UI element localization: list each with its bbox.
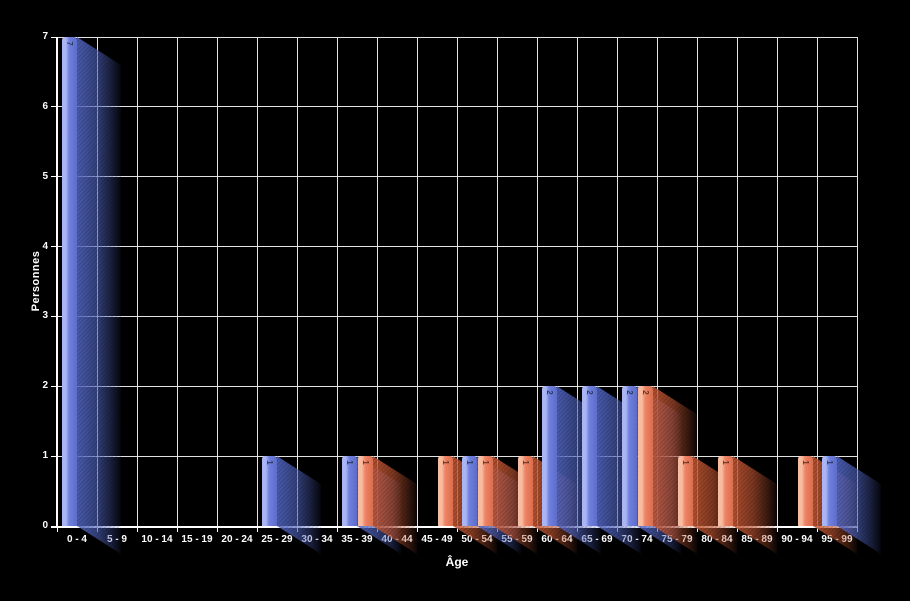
bar-value-label: 2	[545, 390, 554, 395]
x-axis-tick	[216, 527, 218, 532]
x-axis-tick	[456, 527, 458, 532]
bar-blue: 2	[582, 386, 597, 526]
y-axis-tick	[51, 455, 56, 457]
bar-orange: 1	[478, 456, 493, 526]
x-tick-label: 25 - 29	[261, 534, 293, 545]
bar-value-label: 2	[641, 390, 650, 395]
y-axis-tick	[51, 315, 56, 317]
y-axis-title: Personnes	[30, 250, 42, 312]
gridline-vertical	[416, 37, 418, 526]
x-axis-tick	[416, 527, 418, 532]
bar-value-label: 2	[625, 390, 634, 395]
y-tick-label: 7	[42, 31, 48, 42]
y-tick-label: 0	[42, 520, 48, 531]
bar-blue: 1	[462, 456, 477, 526]
bar-blue: 1	[262, 456, 277, 526]
bar-orange: 1	[358, 456, 373, 526]
bar-blue: 7	[62, 37, 77, 526]
gridline-vertical	[136, 37, 138, 526]
x-axis-tick	[136, 527, 138, 532]
x-tick-label: 20 - 24	[221, 534, 253, 545]
x-axis-title: Âge	[445, 555, 469, 569]
bar-orange: 1	[438, 456, 453, 526]
bar-value-label: 1	[681, 460, 690, 465]
bar-value-label: 1	[825, 460, 834, 465]
bar-value-label: 1	[465, 460, 474, 465]
gridline-vertical	[336, 37, 338, 526]
y-axis-tick	[51, 36, 56, 38]
x-axis-line	[51, 526, 858, 528]
y-axis-tick	[51, 246, 56, 248]
gridline-vertical	[816, 37, 818, 526]
bar-blue: 1	[342, 456, 357, 526]
y-axis-line	[56, 37, 58, 527]
gridline-vertical	[576, 37, 578, 526]
x-tick-label: 10 - 14	[141, 534, 173, 545]
gridline-vertical	[256, 37, 258, 526]
bar-value-label: 1	[721, 460, 730, 465]
x-axis-tick	[696, 527, 698, 532]
x-tick-label: 0 - 4	[66, 534, 87, 545]
x-axis-tick	[736, 527, 738, 532]
y-tick-label: 1	[42, 450, 48, 462]
gridline-vertical	[216, 37, 218, 526]
gridline-vertical	[536, 37, 538, 526]
bar-blue: 2	[622, 386, 637, 526]
bar-value-label: 1	[441, 460, 450, 465]
x-axis-tick	[176, 527, 178, 532]
bar-value-label: 1	[801, 460, 810, 465]
bar-orange: 1	[678, 456, 693, 526]
bar-value-label: 1	[481, 460, 490, 465]
y-tick-label: 4	[42, 240, 48, 252]
bar-value-label: 1	[265, 460, 274, 465]
x-axis-tick	[56, 527, 58, 532]
x-axis-tick	[816, 527, 818, 532]
bar-value-label: 1	[361, 460, 370, 465]
bar-value-label: 1	[521, 460, 530, 465]
gridline-vertical	[656, 37, 658, 526]
x-tick-label: 35 - 39	[341, 534, 373, 545]
bar-orange: 1	[718, 456, 733, 526]
gridline-vertical	[456, 37, 458, 526]
x-axis-tick	[256, 527, 258, 532]
gridline-vertical	[296, 37, 298, 526]
bar-blue: 1	[822, 456, 837, 526]
y-tick-label: 2	[42, 380, 48, 392]
bar-value-label: 1	[345, 460, 354, 465]
y-tick-label: 6	[42, 100, 48, 112]
x-axis-tick	[536, 527, 538, 532]
gridline-vertical	[696, 37, 698, 526]
y-tick-label: 5	[42, 170, 48, 182]
bar-blue: 2	[542, 386, 557, 526]
gridline-vertical	[176, 37, 178, 526]
bar-value-label: 2	[585, 390, 594, 395]
x-axis-tick	[336, 527, 338, 532]
y-axis-tick	[51, 176, 56, 178]
y-tick-label: 3	[42, 310, 48, 322]
x-tick-label: 90 - 94	[781, 534, 813, 545]
y-axis-tick	[51, 385, 56, 387]
x-tick-label: 15 - 19	[181, 534, 213, 545]
bar-orange: 1	[518, 456, 533, 526]
gridline-vertical	[856, 37, 858, 526]
bar-depth-shadow	[77, 37, 121, 554]
gridline-vertical	[616, 37, 618, 526]
gridline-vertical	[376, 37, 378, 526]
gridline-vertical	[736, 37, 738, 526]
bar-orange: 1	[798, 456, 813, 526]
x-axis-tick	[776, 527, 778, 532]
bar-orange: 2	[638, 386, 653, 526]
y-axis-tick	[51, 106, 56, 108]
bar-value-label: 7	[65, 41, 74, 46]
x-tick-label: 45 - 49	[421, 534, 453, 545]
gridline-vertical	[496, 37, 498, 526]
gridline-vertical	[776, 37, 778, 526]
